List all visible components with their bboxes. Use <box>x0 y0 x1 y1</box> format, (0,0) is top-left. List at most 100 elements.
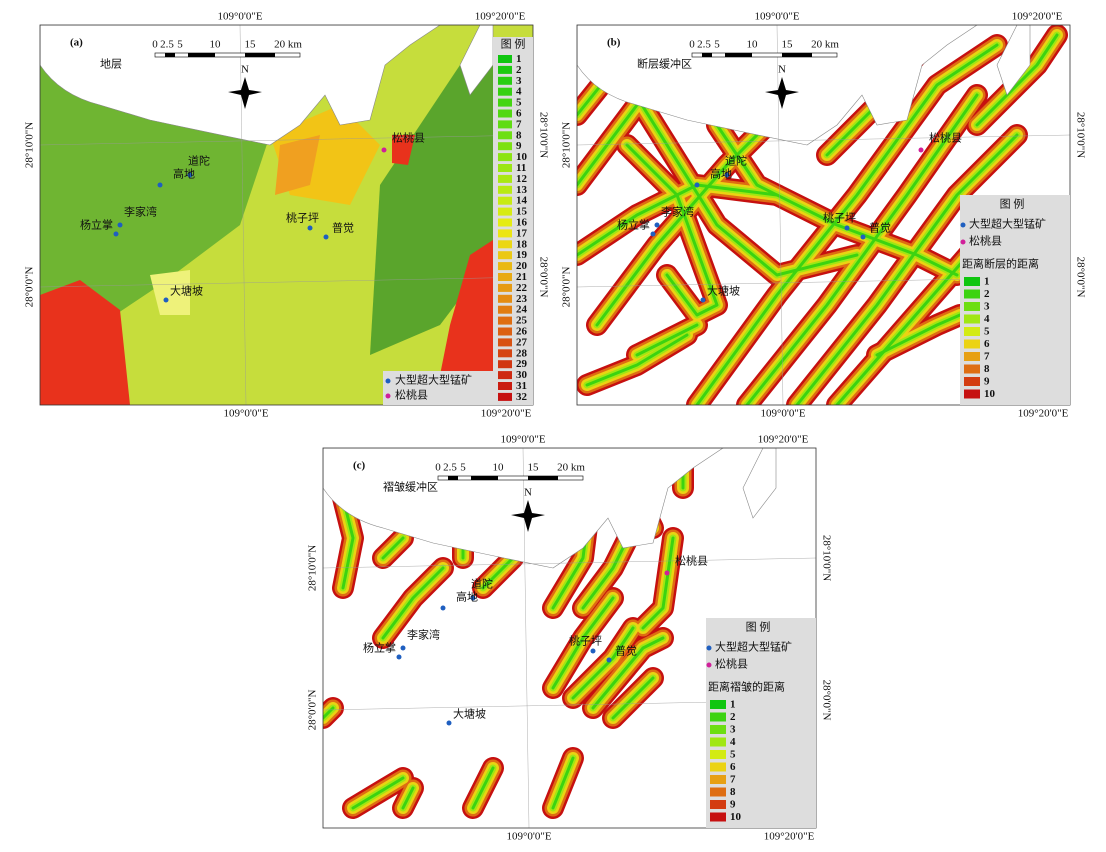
legend-class: 6 <box>984 338 990 350</box>
map-body <box>40 25 533 405</box>
legend-swatch <box>710 750 726 759</box>
legend-class: 30 <box>516 369 528 381</box>
place-label: 李家湾 <box>124 205 157 219</box>
county-boundary <box>40 25 441 146</box>
place-dot <box>323 234 329 240</box>
place-dot <box>860 234 866 240</box>
place-label: 道陀 <box>471 577 493 591</box>
place-dot <box>163 297 169 303</box>
legend-class: 28 <box>516 347 528 359</box>
legend-class: 32 <box>516 391 528 403</box>
legend-swatch <box>498 76 512 85</box>
legend-class: 7 <box>984 351 990 363</box>
scale-label: 0 <box>435 462 441 474</box>
legend-swatch <box>498 109 512 118</box>
legend-class: 8 <box>984 363 990 375</box>
buffer-zone <box>381 536 405 560</box>
lat-label: 28°0'0"N <box>1074 257 1086 298</box>
legend-symbol: 大型超大型锰矿 <box>969 217 1046 231</box>
legend-class: 9 <box>516 140 522 152</box>
legend-swatch <box>498 196 512 205</box>
lat-label: 28°0'0"N <box>561 267 573 308</box>
lon-label: 109°0'0"E <box>506 831 551 843</box>
legend-class: 5 <box>516 97 522 109</box>
legend-class: 15 <box>516 206 528 218</box>
legend-class: 4 <box>516 86 522 98</box>
legend-class: 23 <box>516 293 528 305</box>
legend-symbol: 大型超大型锰矿 <box>395 373 472 387</box>
legend-symbol: 松桃县 <box>395 388 428 402</box>
legend-class: 1 <box>730 699 736 711</box>
legend-swatch <box>964 289 980 299</box>
place-label: 杨立掌 <box>80 218 113 232</box>
buffer-zone <box>611 676 655 720</box>
place-label: 李家湾 <box>661 205 694 219</box>
lat-label: 28°0'0"N <box>820 680 832 721</box>
lat-label: 28°0'0"N <box>24 267 36 308</box>
place-label: 高地 <box>456 590 478 604</box>
county-boundary <box>742 448 777 519</box>
place-dot <box>113 231 119 237</box>
legend-dot <box>385 378 391 384</box>
legend-swatch <box>498 327 512 336</box>
buffer-zone <box>615 63 859 277</box>
legend-class: 2 <box>516 64 522 76</box>
legend-class: 3 <box>984 301 990 313</box>
place-label: 大塘坡 <box>453 707 486 721</box>
legend-swatch <box>498 294 512 303</box>
buffer-zone <box>471 766 495 810</box>
buffer-zone <box>975 33 1059 127</box>
place-dot <box>470 595 476 601</box>
lat-label: 28°10'0"N <box>820 535 832 581</box>
lon-label: 109°20'0"E <box>1012 11 1063 23</box>
buffer-zone <box>351 776 405 810</box>
legend-class: 12 <box>516 173 528 185</box>
legend-swatch <box>710 775 726 784</box>
scale-label: 0 <box>152 39 158 51</box>
legend-swatch <box>498 174 512 183</box>
place-label: 桃子坪 <box>286 211 319 225</box>
legend-title: 图 例 <box>501 37 526 51</box>
legend-swatch <box>710 737 726 747</box>
place-label: 普觉 <box>869 221 891 235</box>
map-panel: (a)地层0 2.5 5 10 15 20 kmN109°0'0"E109°0'0"E10… <box>24 11 550 420</box>
buffer-zone <box>591 636 665 710</box>
buffer-zone <box>641 536 675 630</box>
legend-class: 31 <box>516 380 527 392</box>
scale-segment <box>782 53 812 57</box>
place-dot <box>187 172 193 178</box>
buffer-zone <box>625 143 719 317</box>
legend-swatch <box>498 392 512 401</box>
place-label: 松桃县 <box>675 554 708 568</box>
legend-class: 4 <box>984 313 990 325</box>
graticule <box>776 25 784 405</box>
scale-segment <box>448 476 458 480</box>
legend-symbol: 松桃县 <box>715 657 748 671</box>
legend-class: 13 <box>516 184 528 196</box>
legend-swatch <box>964 314 980 324</box>
scale-label: 10 <box>210 39 222 51</box>
legend-swatch <box>498 305 512 314</box>
scale-segment <box>165 53 175 57</box>
legend-title: 图 例 <box>1000 197 1025 211</box>
legend-class: 29 <box>516 358 528 370</box>
legend-swatch <box>498 87 512 96</box>
graticule <box>522 448 530 828</box>
scale-label: 2.5 <box>443 462 457 474</box>
place-dot <box>396 654 402 660</box>
place-dot <box>307 225 313 231</box>
north-arrow <box>765 77 799 109</box>
north-arrow <box>511 500 545 532</box>
legend-swatch <box>498 65 512 74</box>
legend-class: 2 <box>984 288 990 300</box>
lon-label: 109°0'0"E <box>754 11 799 23</box>
place-label: 松桃县 <box>392 131 425 145</box>
buffer-zone <box>401 786 415 810</box>
legend-swatch <box>498 382 512 390</box>
legend-class: 27 <box>516 336 528 348</box>
legend-swatch <box>964 339 980 349</box>
lon-label: 109°0'0"E <box>223 408 268 420</box>
legend-swatch <box>710 712 726 722</box>
scale-label: 20 km <box>811 39 839 51</box>
place-label: 桃子坪 <box>823 211 856 225</box>
